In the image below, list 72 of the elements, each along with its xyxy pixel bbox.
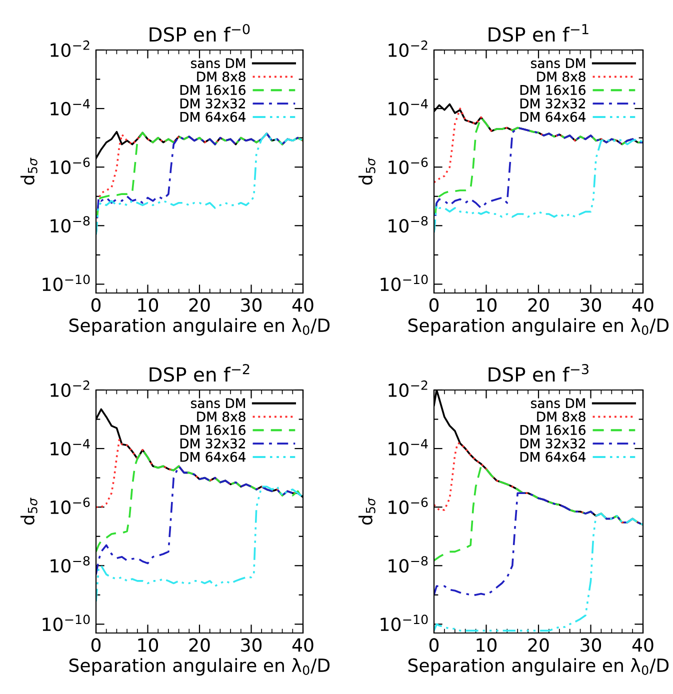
legend-label: DM 32x32 <box>520 438 585 448</box>
y-axis-title: d$_{5σ}$ <box>20 158 38 185</box>
y-tick-label: 10$^{−8}$ <box>50 216 90 233</box>
y-tick-label: 10$^{−2}$ <box>50 380 90 397</box>
legend-label: DM 16x16 <box>520 425 586 435</box>
legend-label: sans DM <box>191 398 245 408</box>
x-axis-title: Separation angulaire en λ$_{0}$/D <box>69 318 330 336</box>
y-tick-label: 10$^{−8}$ <box>388 556 428 573</box>
y-tick-label: 10$^{−4}$ <box>50 99 90 116</box>
x-tick-label: 10 <box>476 638 497 652</box>
x-tick-label: 10 <box>138 638 158 652</box>
legend-label: sans DM <box>191 58 245 68</box>
y-tick-label: 10$^{−4}$ <box>388 99 428 116</box>
y-tick-label: 10$^{−4}$ <box>50 439 90 456</box>
legend-label: sans DM <box>531 398 585 408</box>
legend-label: DM 16x16 <box>520 85 586 95</box>
legend-label: DM 64x64 <box>180 112 246 122</box>
y-tick-label: 10$^{−6}$ <box>50 158 90 174</box>
y-tick-label: 10$^{−10}$ <box>380 274 428 292</box>
x-tick-label: 20 <box>528 298 549 312</box>
y-tick-label: 10$^{−6}$ <box>50 498 90 514</box>
y-tick-label: 10$^{−2}$ <box>388 40 428 57</box>
x-tick-label: 30 <box>241 298 262 312</box>
x-tick-label: 20 <box>528 638 549 652</box>
legend-label: DM 8x8 <box>537 412 586 422</box>
x-tick-label: 20 <box>189 638 210 652</box>
y-axis-title: d$_{5σ}$ <box>358 158 376 185</box>
legend-label: DM 8x8 <box>197 72 246 82</box>
chart-title: DSP en f$^{−3}$ <box>488 364 588 382</box>
legend-label: DM 32x32 <box>180 438 245 448</box>
legend-label: sans DM <box>531 58 585 68</box>
legend-label: DM 64x64 <box>180 452 246 462</box>
chart-title: DSP en f$^{−0}$ <box>150 24 250 42</box>
x-tick-label: 10 <box>476 298 497 312</box>
x-tick-label: 0 <box>429 638 439 652</box>
y-axis-title: d$_{5σ}$ <box>358 498 376 525</box>
x-tick-label: 40 <box>292 638 314 652</box>
y-tick-label: 10$^{−6}$ <box>388 158 428 174</box>
y-tick-label: 10$^{−4}$ <box>388 439 428 456</box>
y-tick-label: 10$^{−8}$ <box>388 216 428 233</box>
legend-label: DM 16x16 <box>180 425 246 435</box>
x-axis-title: Separation angulaire en λ$_{0}$/D <box>408 318 669 336</box>
x-tick-label: 0 <box>91 638 101 652</box>
y-tick-label: 10$^{−10}$ <box>42 274 90 292</box>
y-tick-label: 10$^{−2}$ <box>50 40 90 57</box>
y-tick-label: 10$^{−2}$ <box>388 380 428 397</box>
legend-label: DM 32x32 <box>520 98 585 108</box>
x-tick-label: 30 <box>580 298 602 312</box>
y-tick-label: 10$^{−10}$ <box>42 614 90 632</box>
x-axis-title: Separation angulaire en λ$_{0}$/D <box>408 658 669 676</box>
legend-label: DM 8x8 <box>537 72 586 82</box>
x-tick-label: 10 <box>138 298 158 312</box>
y-tick-label: 10$^{−6}$ <box>388 498 428 514</box>
chart-title: DSP en f$^{−1}$ <box>488 24 588 42</box>
x-tick-label: 0 <box>429 298 439 312</box>
legend-label: DM 16x16 <box>180 85 246 95</box>
x-tick-label: 20 <box>189 298 210 312</box>
chart-title: DSP en f$^{−2}$ <box>150 364 250 382</box>
y-tick-label: 10$^{−10}$ <box>380 614 428 632</box>
legend-label: DM 32x32 <box>180 98 245 108</box>
y-axis-title: d$_{5σ}$ <box>20 498 38 525</box>
x-tick-label: 40 <box>632 298 654 312</box>
x-tick-label: 30 <box>241 638 262 652</box>
legend-label: DM 64x64 <box>520 112 586 122</box>
x-axis-title: Separation angulaire en λ$_{0}$/D <box>69 658 330 676</box>
legend-label: DM 8x8 <box>197 412 246 422</box>
x-tick-label: 40 <box>292 298 314 312</box>
x-tick-label: 0 <box>91 298 101 312</box>
x-tick-label: 30 <box>580 638 602 652</box>
legend-label: DM 64x64 <box>520 452 586 462</box>
x-tick-label: 40 <box>632 638 654 652</box>
y-tick-label: 10$^{−8}$ <box>50 556 90 573</box>
